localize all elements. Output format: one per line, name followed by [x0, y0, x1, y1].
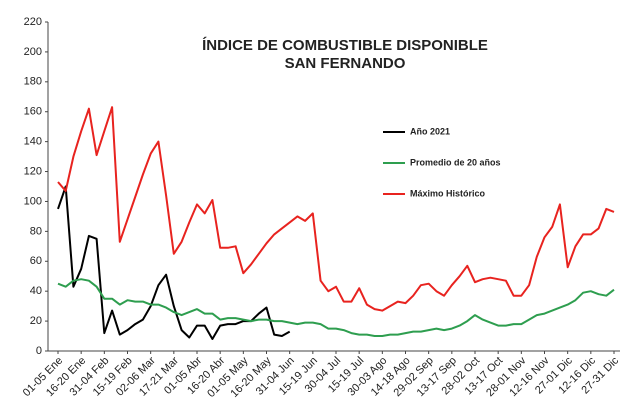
legend-label: Promedio de 20 años [410, 157, 501, 167]
chart-title: SAN FERNANDO [285, 55, 406, 72]
series-line [57, 278, 615, 337]
y-tick-label: 20 [30, 315, 42, 327]
y-tick-label: 100 [24, 195, 42, 207]
y-tick-label: 220 [24, 16, 42, 28]
y-tick-label: 120 [24, 165, 42, 177]
y-tick-label: 40 [30, 285, 42, 297]
y-tick-label: 160 [24, 106, 42, 118]
series-line [57, 106, 615, 312]
y-tick-label: 200 [24, 46, 42, 58]
chart-title: ÍNDICE DE COMBUSTIBLE DISPONIBLE [202, 37, 488, 54]
y-tick-label: 140 [24, 136, 42, 148]
y-tick-label: 60 [30, 255, 42, 267]
y-tick-label: 0 [36, 345, 42, 357]
y-tick-label: 80 [30, 225, 42, 237]
y-tick-label: 180 [24, 76, 42, 88]
series-line [57, 185, 291, 340]
legend-label: Año 2021 [410, 126, 450, 136]
legend-label: Máximo Histórico [410, 188, 486, 198]
